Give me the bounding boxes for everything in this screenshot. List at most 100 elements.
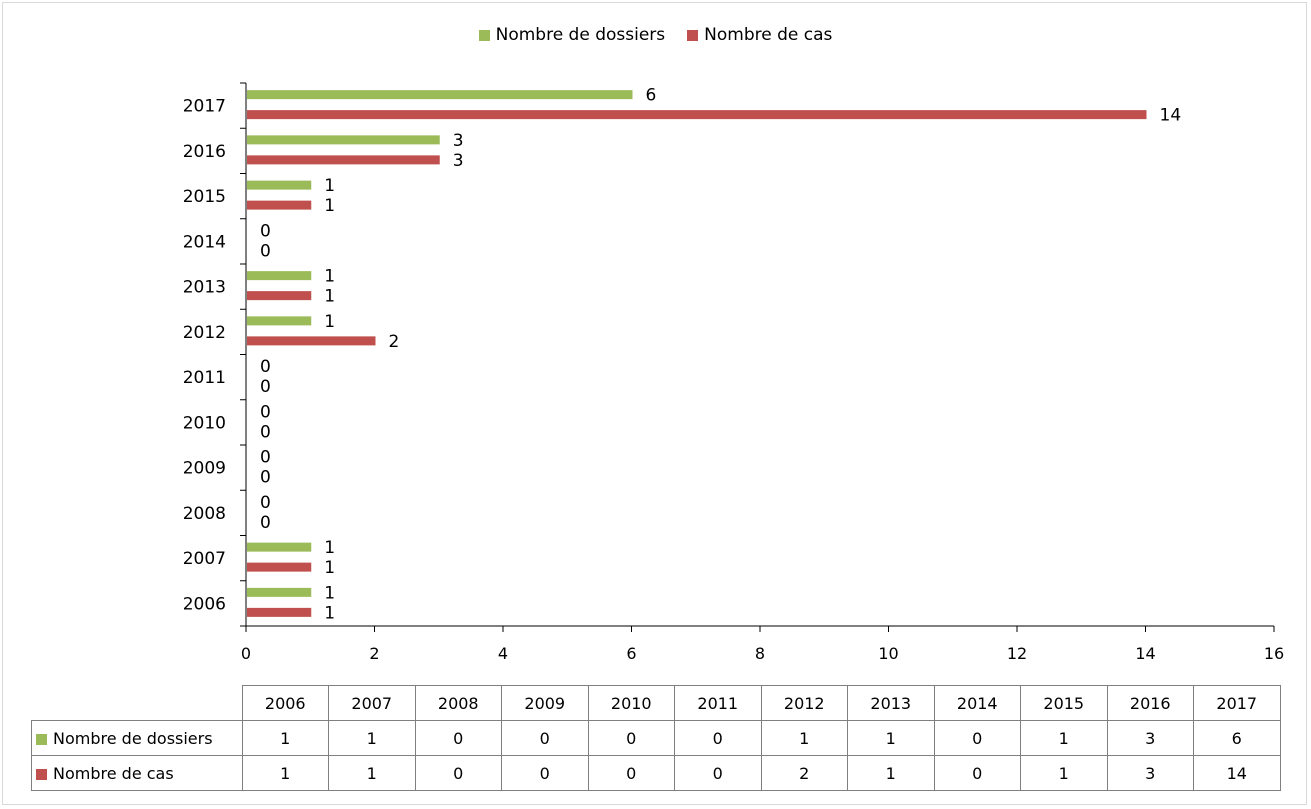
y-tick-label: 2014 — [183, 232, 226, 252]
data-table-cell: 0 — [674, 720, 762, 756]
data-label: 6 — [646, 86, 657, 106]
bar — [247, 291, 312, 301]
legend-label-cas: Nombre de cas — [704, 25, 833, 45]
data-table-cell: 1 — [1020, 755, 1108, 791]
data-label: 0 — [260, 493, 271, 513]
data-table-cell: 1 — [241, 755, 329, 791]
data-table-cell: 14 — [1193, 755, 1281, 791]
bar — [247, 336, 376, 346]
data-label: 1 — [324, 583, 335, 603]
row-label-dossiers: Nombre de dossiers — [53, 728, 213, 748]
bar — [247, 562, 312, 572]
bar-chart: 0 2 4 6 8 10 12 14 16200611200711200800200900201… — [183, 82, 1284, 663]
data-table-header-cell: 2011 — [674, 685, 762, 721]
bar — [247, 587, 312, 597]
data-table-row-label: Nombre de cas — [31, 755, 243, 791]
data-table-cell: 1 — [328, 755, 416, 791]
row-label-cas: Nombre de cas — [53, 763, 174, 783]
data-table-header-cell: 2015 — [1020, 685, 1108, 721]
row-swatch-cas — [36, 768, 47, 780]
data-label: 3 — [453, 131, 464, 151]
data-table-cell: 0 — [674, 755, 762, 791]
data-table-cell: 0 — [587, 755, 675, 791]
data-label: 0 — [260, 357, 271, 377]
data-table-header-cell: 2017 — [1193, 685, 1281, 721]
bar — [247, 135, 440, 145]
bar — [247, 607, 312, 617]
x-tick-label: 16 — [1264, 644, 1284, 663]
data-table-cell: 1 — [328, 720, 416, 756]
legend-item-cas: Nombre de cas — [687, 25, 832, 45]
data-label: 0 — [260, 448, 271, 468]
data-table-header-cell: 2013 — [847, 685, 935, 721]
data-table-row-cas: Nombre de cas 1 1 0 0 0 0 2 1 0 1 3 14 — [31, 755, 1281, 791]
x-tick-label: 6 — [626, 644, 636, 663]
data-label: 1 — [324, 267, 335, 287]
y-tick-label: 2010 — [183, 413, 226, 433]
data-table-header: 2006 2007 2008 2009 2010 2011 2012 2013 2014 2015… — [31, 685, 1281, 721]
data-table-header-cell: 2009 — [501, 685, 589, 721]
data-table-cell: 1 — [847, 720, 935, 756]
data-label: 2 — [389, 332, 400, 352]
legend-item-dossiers: Nombre de dossiers — [478, 25, 665, 45]
data-table-cell: 0 — [501, 755, 589, 791]
y-tick-label: 2009 — [183, 459, 226, 479]
data-table-header-cell: 2010 — [587, 685, 675, 721]
data-label: 0 — [260, 422, 271, 442]
y-tick-label: 2008 — [183, 504, 226, 524]
x-tick-label: 10 — [878, 644, 898, 663]
legend-swatch-dossiers — [478, 29, 490, 41]
bar — [247, 542, 312, 552]
legend: Nombre de dossiers Nombre de cas — [0, 25, 1311, 45]
data-table-header-cell: 2006 — [241, 685, 329, 721]
data-label: 0 — [260, 402, 271, 422]
data-table-row-label: Nombre de dossiers — [31, 720, 243, 756]
bar — [247, 200, 312, 210]
data-table-header-cell: 2016 — [1106, 685, 1194, 721]
row-swatch-dossiers — [36, 733, 47, 745]
data-table-cell: 1 — [1020, 720, 1108, 756]
x-tick-label: 8 — [755, 644, 765, 663]
data-label: 0 — [260, 241, 271, 261]
bar — [247, 110, 1147, 120]
data-table-cell: 0 — [587, 720, 675, 756]
x-tick-label: 4 — [498, 644, 508, 663]
bar — [247, 180, 312, 190]
y-tick-label: 2015 — [183, 187, 226, 207]
data-table-cell: 3 — [1106, 720, 1194, 756]
data-label: 0 — [260, 377, 271, 397]
data-label: 1 — [324, 312, 335, 332]
y-tick-label: 2016 — [183, 142, 226, 162]
data-table-cell: 0 — [933, 720, 1021, 756]
y-tick-label: 2006 — [183, 594, 226, 614]
data-label: 0 — [260, 468, 271, 488]
data-table-cell: 0 — [414, 755, 502, 791]
data-table-cell: 6 — [1193, 720, 1281, 756]
data-table-cell: 1 — [847, 755, 935, 791]
data-table-header-cell: 2008 — [414, 685, 502, 721]
bar — [247, 271, 312, 281]
data-label: 1 — [324, 558, 335, 578]
data-label: 1 — [324, 603, 335, 623]
x-tick-label: 14 — [1135, 644, 1155, 663]
data-label: 1 — [324, 196, 335, 216]
data-table-corner — [31, 685, 243, 721]
data-table-cell: 0 — [414, 720, 502, 756]
y-tick-label: 2013 — [183, 278, 226, 298]
y-tick-label: 2012 — [183, 323, 226, 343]
bar — [247, 316, 312, 326]
data-label: 1 — [324, 287, 335, 307]
data-label: 3 — [453, 151, 464, 171]
data-label: 0 — [260, 221, 271, 241]
x-tick-label: 2 — [369, 644, 379, 663]
data-label: 14 — [1160, 106, 1182, 126]
data-label: 1 — [324, 176, 335, 196]
x-tick-label: 12 — [1007, 644, 1027, 663]
data-table-cell: 3 — [1106, 755, 1194, 791]
data-table-cell: 0 — [933, 755, 1021, 791]
data-table-header-cell: 2014 — [933, 685, 1021, 721]
data-label: 1 — [324, 538, 335, 558]
y-tick-label: 2007 — [183, 549, 226, 569]
